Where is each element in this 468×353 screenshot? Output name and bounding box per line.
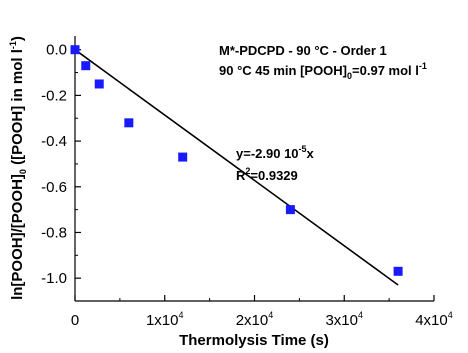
data-point — [81, 61, 91, 71]
data-point — [285, 205, 295, 215]
x-tick-label: 4x104 — [415, 310, 453, 329]
x-tick-label: 1x104 — [146, 310, 184, 329]
y-tick-label: -0.8 — [41, 224, 67, 241]
annotation-r2: R2=0.9329 — [236, 166, 298, 183]
x-axis-title: Thermolysis Time (s) — [179, 332, 329, 349]
data-point — [94, 79, 104, 89]
annotation-equation: y=-2.90 10-5x — [236, 144, 315, 161]
data-point — [124, 118, 134, 128]
fit-line — [74, 49, 399, 286]
x-tick-label: 2x104 — [236, 310, 274, 329]
annotation-title-line1: M*-PDCPD - 90 °C - Order 1 — [219, 43, 387, 58]
y-tick-label: -0.4 — [41, 133, 67, 150]
data-point — [178, 152, 188, 162]
data-point — [393, 266, 403, 276]
y-tick-label: 0.0 — [46, 42, 67, 59]
x-tick-label: 0 — [71, 312, 79, 329]
y-tick-label: -0.2 — [41, 87, 67, 104]
y-tick-label: -1.0 — [41, 270, 67, 287]
data-point — [70, 45, 80, 55]
annotation-title-line2: 90 °C 45 min [POOH]0=0.97 mol l-1 — [219, 61, 427, 81]
y-axis-title: ln[POOH]/[POOH]0 ([POOH] in mol l-1) — [8, 36, 28, 300]
x-tick-label: 3x104 — [325, 310, 363, 329]
y-tick-label: -0.6 — [41, 179, 67, 196]
